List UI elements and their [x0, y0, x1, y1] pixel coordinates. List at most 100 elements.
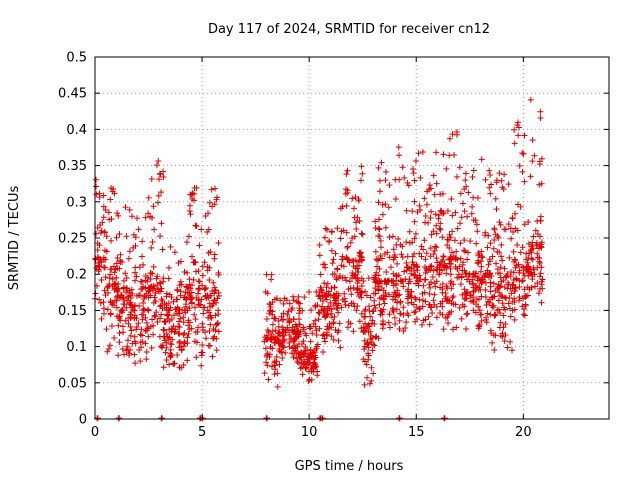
data-point: [475, 286, 482, 293]
data-point: [304, 356, 311, 363]
data-point: [133, 273, 140, 280]
data-point: [450, 281, 457, 288]
data-point: [497, 310, 504, 317]
data-point: [514, 121, 521, 128]
data-point: [115, 292, 122, 299]
data-point: [101, 287, 108, 294]
data-point: [422, 219, 429, 226]
data-point: [401, 174, 408, 181]
data-point: [376, 301, 383, 308]
data-point: [451, 237, 458, 244]
data-point: [454, 173, 461, 180]
data-point: [176, 324, 183, 331]
data-point: [264, 290, 271, 297]
data-point: [335, 327, 342, 334]
data-point: [93, 265, 100, 272]
data-point: [463, 311, 470, 318]
data-point: [365, 356, 372, 363]
data-point: [478, 258, 485, 265]
data-point: [312, 323, 319, 330]
data-point: [433, 222, 440, 229]
data-point: [199, 272, 206, 279]
data-point: [412, 295, 419, 302]
data-point: [527, 96, 534, 103]
data-point: [403, 263, 410, 270]
data-point: [171, 360, 178, 367]
data-point: [148, 214, 155, 221]
data-point: [286, 343, 293, 350]
data-point: [446, 152, 453, 159]
data-point: [324, 331, 331, 338]
data-point: [105, 209, 112, 216]
data-point: [365, 328, 372, 335]
data-point: [288, 350, 295, 357]
data-point: [272, 366, 279, 373]
data-point: [202, 284, 209, 291]
data-point: [527, 173, 534, 180]
data-point: [200, 304, 207, 311]
data-point: [453, 248, 460, 255]
data-point: [500, 324, 507, 331]
data-point: [413, 275, 420, 282]
data-point: [462, 248, 469, 255]
data-point: [427, 253, 434, 260]
data-point: [338, 304, 345, 311]
data-point: [421, 195, 428, 202]
data-point: [158, 285, 165, 292]
data-point: [286, 300, 293, 307]
data-point: [462, 177, 469, 184]
data-point: [163, 344, 170, 351]
data-point: [197, 301, 204, 308]
data-point: [300, 338, 307, 345]
data-point: [316, 252, 323, 259]
data-point: [321, 280, 328, 287]
data-point: [393, 291, 400, 298]
data-point: [404, 253, 411, 260]
data-point: [391, 314, 398, 321]
data-point: [272, 336, 279, 343]
data-point: [409, 259, 416, 266]
data-point: [166, 334, 173, 341]
data-point: [410, 170, 417, 177]
data-point: [497, 292, 504, 299]
data-point: [501, 304, 508, 311]
data-point: [372, 218, 379, 225]
data-point: [534, 218, 541, 225]
data-point: [183, 301, 190, 308]
data-point: [465, 249, 472, 256]
data-point: [439, 234, 446, 241]
data-point: [510, 248, 517, 255]
data-point: [359, 170, 366, 177]
data-point: [145, 194, 152, 201]
data-point: [353, 287, 360, 294]
data-point: [538, 299, 545, 306]
data-point: [108, 299, 115, 306]
data-point: [537, 114, 544, 121]
data-point: [476, 284, 483, 291]
data-point: [349, 257, 356, 264]
data-point: [286, 318, 293, 325]
data-point: [368, 377, 375, 384]
data-point: [473, 301, 480, 308]
data-point: [413, 262, 420, 269]
data-point: [305, 377, 312, 384]
data-point: [493, 179, 500, 186]
data-point: [514, 201, 521, 208]
data-point: [115, 352, 122, 359]
data-point: [478, 293, 485, 300]
data-point: [367, 336, 374, 343]
data-point: [207, 342, 214, 349]
data-point: [151, 226, 158, 233]
data-point: [351, 205, 358, 212]
data-point: [367, 313, 374, 320]
data-point: [269, 299, 276, 306]
data-point: [411, 177, 418, 184]
data-point: [156, 170, 163, 177]
data-point: [313, 363, 320, 370]
data-point: [345, 286, 352, 293]
data-point: [421, 237, 428, 244]
data-point: [125, 346, 132, 353]
data-point: [137, 339, 144, 346]
data-point: [437, 191, 444, 198]
data-point: [266, 353, 273, 360]
